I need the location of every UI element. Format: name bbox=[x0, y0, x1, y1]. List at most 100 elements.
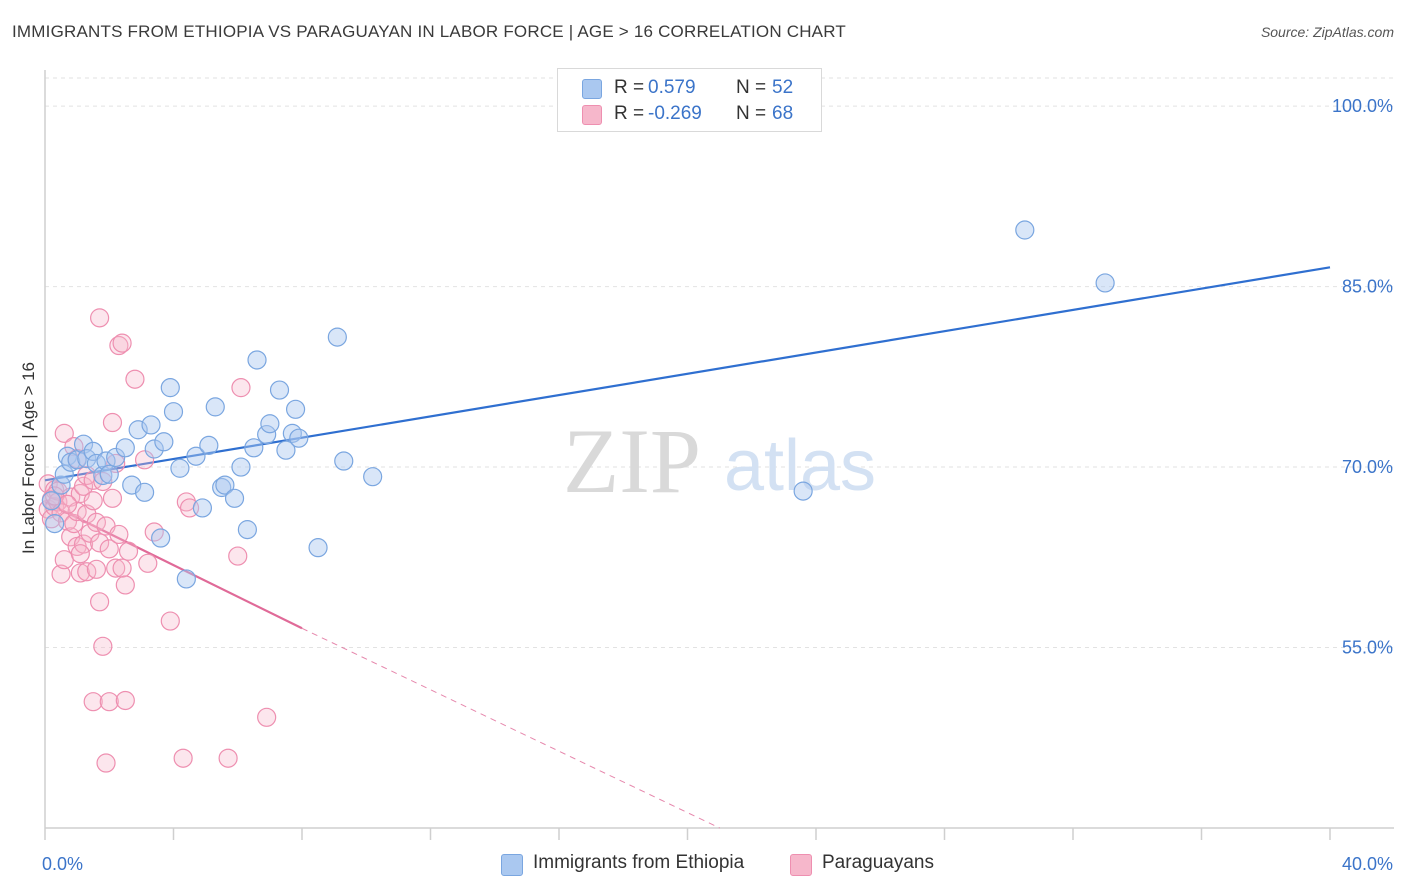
data-point-paraguayans bbox=[115, 575, 135, 595]
data-point-ethiopia bbox=[176, 569, 196, 589]
data-point-paraguayans bbox=[160, 611, 180, 631]
data-point-ethiopia bbox=[186, 446, 206, 466]
axes-layer bbox=[44, 70, 1394, 840]
data-point-ethiopia bbox=[244, 438, 264, 458]
data-point-ethiopia bbox=[163, 402, 184, 422]
data-point-paraguayans bbox=[125, 369, 145, 389]
y-tick-label: 55.0% bbox=[1342, 638, 1393, 658]
data-point-paraguayans bbox=[64, 513, 84, 534]
data-point-ethiopia bbox=[170, 458, 190, 478]
data-point-ethiopia bbox=[1095, 273, 1115, 293]
data-point-paraguayans bbox=[90, 592, 110, 612]
data-point-ethiopia bbox=[93, 465, 113, 486]
bottom-legend-label: Immigrants from Ethiopia bbox=[533, 852, 745, 873]
data-point-paraguayans bbox=[90, 533, 110, 553]
source-label: Source: ZipAtlas.com bbox=[1260, 24, 1394, 40]
bottom-legend-swatch-pink bbox=[790, 854, 812, 876]
bottom-legend-swatch-blue bbox=[501, 854, 523, 876]
x-tick-label: 0.0% bbox=[42, 854, 83, 874]
data-point-paraguayans bbox=[257, 707, 277, 727]
data-point-ethiopia bbox=[144, 439, 164, 459]
data-point-ethiopia bbox=[793, 481, 813, 501]
data-point-ethiopia bbox=[192, 498, 213, 518]
data-point-ethiopia bbox=[115, 438, 135, 458]
data-point-ethiopia bbox=[99, 464, 119, 484]
data-point-ethiopia bbox=[276, 440, 296, 460]
data-point-ethiopia bbox=[41, 491, 62, 511]
data-point-ethiopia bbox=[205, 397, 225, 417]
data-point-paraguayans bbox=[138, 553, 158, 573]
legend-box: R = 0.579 N = 52 R = -0.269 N = 68 bbox=[557, 68, 822, 132]
data-point-paraguayans bbox=[115, 690, 135, 711]
data-point-ethiopia bbox=[160, 378, 180, 398]
data-point-ethiopia bbox=[247, 350, 267, 370]
data-point-paraguayans bbox=[106, 558, 126, 578]
data-point-ethiopia bbox=[106, 447, 126, 468]
x-tick-label: 40.0% bbox=[1342, 854, 1393, 874]
data-point-paraguayans bbox=[73, 476, 94, 496]
legend-n-value: 68 bbox=[772, 103, 794, 124]
data-point-paraguayans bbox=[118, 541, 139, 561]
y-tick-label: 70.0% bbox=[1342, 457, 1393, 477]
data-point-paraguayans bbox=[102, 412, 123, 433]
data-point-ethiopia bbox=[308, 538, 328, 558]
data-point-paraguayans bbox=[83, 491, 103, 511]
data-point-paraguayans bbox=[96, 753, 116, 773]
data-point-ethiopia bbox=[51, 475, 71, 495]
data-point-paraguayans bbox=[231, 378, 251, 398]
legend-n-value: 52 bbox=[772, 77, 794, 98]
bottom-legend-label: Paraguayans bbox=[822, 852, 934, 873]
legend-r-label: R = bbox=[614, 103, 645, 124]
data-point-ethiopia bbox=[269, 380, 290, 400]
trend-line-paraguayans-extrapolated bbox=[301, 627, 720, 829]
legend-r-label: R = bbox=[614, 77, 645, 98]
data-point-ethiopia bbox=[1015, 220, 1035, 240]
data-point-ethiopia bbox=[334, 451, 354, 471]
data-point-ethiopia bbox=[54, 464, 74, 484]
data-point-paraguayans bbox=[99, 539, 119, 559]
data-point-ethiopia bbox=[83, 441, 103, 462]
data-point-paraguayans bbox=[134, 450, 155, 470]
data-point-ethiopia bbox=[363, 467, 383, 487]
data-point-ethiopia bbox=[231, 457, 251, 477]
y-axis-label: In Labor Force | Age > 16 bbox=[19, 362, 38, 554]
data-point-paraguayans bbox=[83, 692, 103, 712]
data-point-ethiopia bbox=[77, 449, 97, 469]
data-point-paraguayans bbox=[218, 748, 238, 768]
data-point-paraguayans bbox=[173, 748, 193, 768]
data-point-ethiopia bbox=[285, 399, 306, 419]
data-point-paraguayans bbox=[112, 333, 132, 353]
data-point-ethiopia bbox=[154, 432, 174, 452]
data-point-ethiopia bbox=[237, 520, 257, 540]
watermark-atlas: atlas bbox=[724, 426, 876, 506]
data-point-ethiopia bbox=[212, 477, 232, 498]
trend-line-ethiopia bbox=[44, 266, 1331, 482]
data-point-ethiopia bbox=[199, 435, 219, 455]
data-point-ethiopia bbox=[215, 475, 235, 495]
data-point-ethiopia bbox=[45, 513, 65, 534]
data-point-ethiopia bbox=[257, 424, 277, 445]
chart-title: IMMIGRANTS FROM ETHIOPIA VS PARAGUAYAN I… bbox=[12, 22, 846, 41]
data-point-paraguayans bbox=[51, 564, 71, 584]
series-paraguayans bbox=[38, 308, 277, 773]
watermark-zip: ZIP bbox=[563, 410, 701, 512]
data-point-paraguayans bbox=[70, 563, 90, 583]
data-point-paraguayans bbox=[93, 471, 113, 492]
legend-n-label: N = bbox=[736, 103, 767, 124]
data-point-ethiopia bbox=[327, 327, 347, 347]
legend-r-value: -0.269 bbox=[648, 103, 702, 124]
data-point-ethiopia bbox=[224, 488, 245, 508]
data-point-paraguayans bbox=[86, 559, 107, 579]
data-point-paraguayans bbox=[93, 636, 113, 656]
data-point-paraguayans bbox=[99, 692, 119, 712]
data-point-paraguayans bbox=[90, 308, 110, 328]
data-point-ethiopia bbox=[141, 415, 161, 435]
data-point-ethiopia bbox=[73, 434, 94, 454]
legend-r-value: 0.579 bbox=[648, 77, 696, 98]
y-tick-label: 100.0% bbox=[1332, 96, 1393, 116]
data-point-ethiopia bbox=[289, 428, 309, 448]
y-tick-label: 85.0% bbox=[1342, 277, 1393, 297]
data-point-paraguayans bbox=[80, 523, 100, 543]
data-point-ethiopia bbox=[151, 528, 171, 548]
data-point-paraguayans bbox=[57, 494, 78, 514]
